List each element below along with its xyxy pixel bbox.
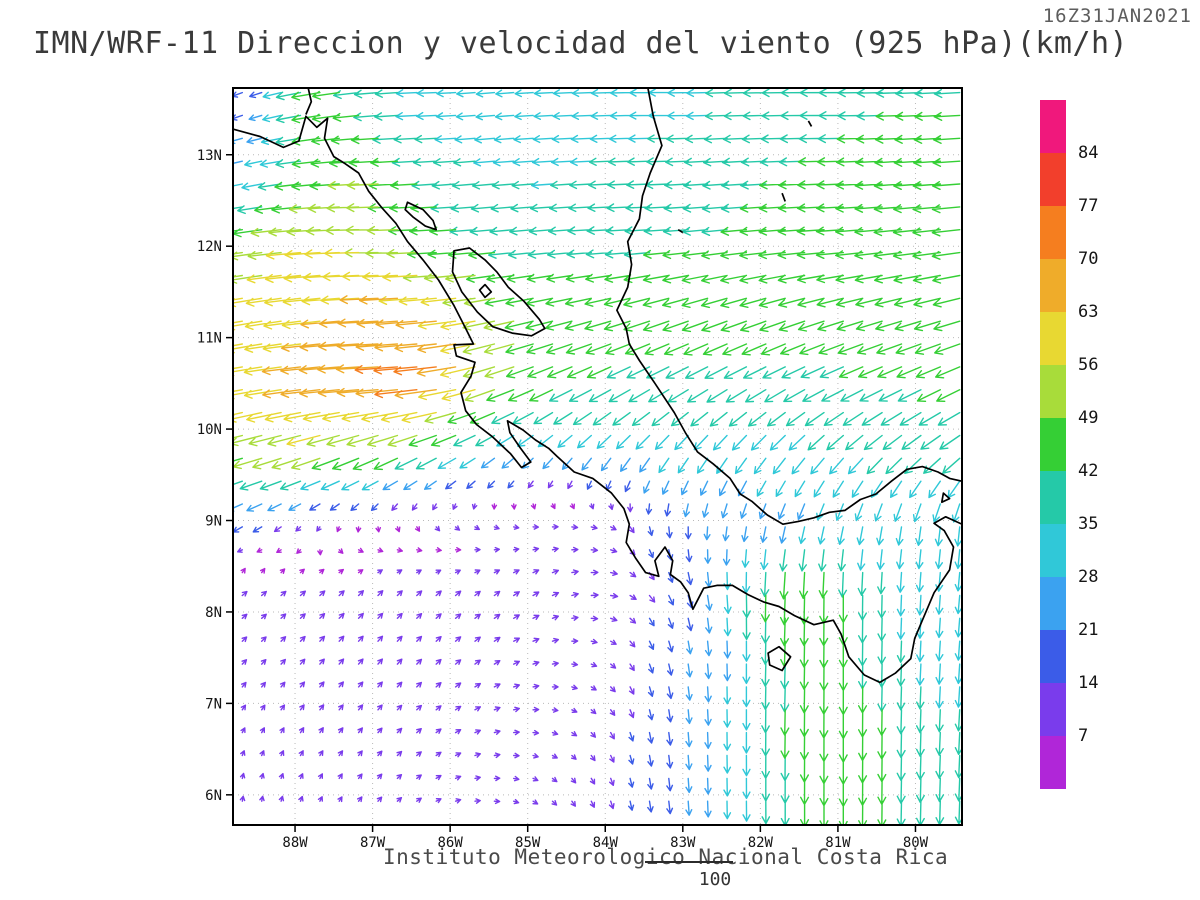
colorbar-cell <box>1040 206 1066 259</box>
colorbar-cell <box>1040 736 1066 789</box>
wind-vector-field <box>234 89 961 824</box>
colorbar-cell <box>1040 312 1066 365</box>
reference-vector-line <box>645 861 733 863</box>
wind-vectors-bin-5 <box>234 89 961 824</box>
lon-tick-label: 84W <box>593 835 619 851</box>
caribbean-coast <box>616 89 961 526</box>
wind-vectors-bin-7 <box>234 180 515 470</box>
colorbar-label: 28 <box>1078 567 1099 587</box>
valid-time-label: 16Z31JAN2021 <box>1042 5 1192 27</box>
lon-tick-label: 81W <box>825 835 851 851</box>
colorbar-cell <box>1040 630 1066 683</box>
wind-vectors-bin-9 <box>261 295 457 399</box>
colorbar-cell <box>1040 524 1066 577</box>
lat-tick-label: 10N <box>197 422 222 438</box>
lat-tick-label: 7N <box>205 696 222 712</box>
wind-vectors-bin-6 <box>234 90 961 824</box>
colorbar-label: 77 <box>1078 196 1099 216</box>
colorbar-label: 42 <box>1078 461 1099 481</box>
lat-tick-label: 9N <box>205 514 222 530</box>
speed-colorbar <box>1040 100 1066 789</box>
providencia-island <box>807 120 813 127</box>
colorbar-cell <box>1040 683 1066 736</box>
chart-title: IMN/WRF-11 Direccion y velocidad del vie… <box>33 26 1129 61</box>
gulf-of-fonseca-north <box>305 89 313 115</box>
colorbar-label: 7 <box>1078 726 1089 746</box>
portobelo-islet <box>940 492 951 504</box>
colorbar-cell <box>1040 100 1066 153</box>
map-frame <box>232 87 963 826</box>
wind-vectors-bin-0 <box>240 503 575 575</box>
colorbar-cell <box>1040 471 1066 524</box>
institution-label: Instituto Meteorologico Nacional Costa R… <box>383 845 949 869</box>
lon-tick-label: 83W <box>670 835 696 851</box>
corn-islands <box>677 228 684 234</box>
lake-nicaragua <box>451 247 546 337</box>
grid-lines <box>233 88 962 825</box>
reference-vector-label: 100 <box>698 869 732 890</box>
wind-vectors-bin-10 <box>354 365 437 399</box>
colorbar-label: 70 <box>1078 249 1099 269</box>
colorbar-label: 63 <box>1078 302 1099 322</box>
ometepe-island <box>478 283 493 299</box>
lat-tick-label: 12N <box>197 239 222 255</box>
colorbar-cell <box>1040 577 1066 630</box>
colorbar-cell <box>1040 259 1066 312</box>
colorbar-label: 84 <box>1078 143 1099 163</box>
colorbar-label: 21 <box>1078 620 1099 640</box>
lon-tick-label: 88W <box>282 835 308 851</box>
lon-tick-label: 87W <box>360 835 386 851</box>
coiba-island <box>767 645 792 672</box>
axis-ticks <box>226 154 917 832</box>
colorbar-label: 49 <box>1078 408 1099 428</box>
san-andres-island <box>781 192 786 202</box>
lake-managua <box>404 201 438 231</box>
lat-tick-label: 8N <box>205 605 222 621</box>
colorbar-cell <box>1040 365 1066 418</box>
lon-tick-label: 85W <box>515 835 541 851</box>
colorbar-cell <box>1040 153 1066 206</box>
lon-tick-label: 80W <box>903 835 929 851</box>
wind-vectors-bin-1 <box>237 480 656 810</box>
lat-tick-label: 13N <box>197 148 222 164</box>
lon-tick-label: 82W <box>748 835 774 851</box>
wind-vectors-bin-2 <box>234 91 694 815</box>
colorbar-label: 35 <box>1078 514 1099 534</box>
lat-tick-label: 11N <box>197 331 222 347</box>
colorbar-label: 56 <box>1078 355 1099 375</box>
lon-tick-label: 86W <box>438 835 464 851</box>
axis-tick-labels: 13N 12N 11N 10N 9N 8N 7N 6N 88W 87W 86W 85W 84W 83W 82… <box>197 148 929 851</box>
coastline <box>234 89 961 684</box>
colorbar-cell <box>1040 418 1066 471</box>
lat-tick-label: 6N <box>205 788 222 804</box>
colorbar-label: 14 <box>1078 673 1099 693</box>
pacific-coast <box>234 115 961 684</box>
